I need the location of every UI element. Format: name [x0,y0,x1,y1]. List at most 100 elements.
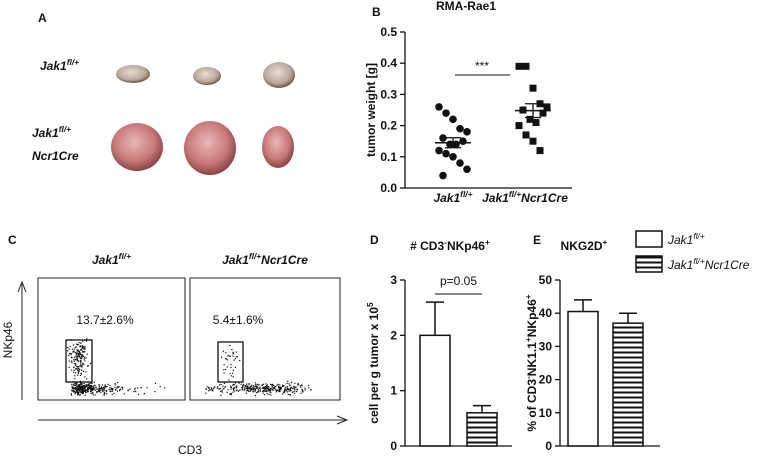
flow-event [67,350,69,352]
y-axis-label: cell per g tumor x 105 [365,302,381,424]
flow-event [283,390,286,392]
flow-event [266,384,268,386]
flow-event [77,355,79,357]
flow-event [288,388,290,390]
flow-event [268,390,270,392]
flow-event [255,392,257,394]
flow-event [285,390,287,392]
flow-event [77,371,79,373]
flow-event [81,345,83,347]
flow-event [110,389,112,391]
flow-event [251,384,253,386]
flow-event [119,389,121,391]
flow-event [273,388,275,390]
flow-event [75,355,77,357]
flow-event [104,389,106,391]
flow-event [263,390,265,392]
flow-event [92,387,94,390]
y-tick-label: 0.0 [380,181,397,195]
flow-event [76,388,78,391]
flow-event [83,385,85,387]
y-tick-label: 0.2 [380,119,397,133]
flow-event [76,368,78,370]
flow-event [283,391,286,393]
flow-event [271,387,273,389]
flow-event [231,349,233,351]
flow-event [77,388,80,390]
flow-event [88,386,90,388]
flow-event [288,383,290,385]
flow-event [77,394,79,396]
flow-event [122,388,124,390]
flow-event [276,389,278,391]
flow-event [234,390,236,392]
flow-event [226,359,229,361]
y-tick-label: 0 [390,439,397,453]
flow-event [115,389,117,391]
data-point [435,146,443,155]
flow-event [283,385,285,387]
flow-event [116,387,118,389]
flow-event [206,386,208,388]
flow-event [97,390,100,392]
text-part: # CD3 [410,239,444,253]
flow-event [101,389,103,391]
flow-event [86,388,88,390]
flow-event [77,354,79,356]
flow-event [73,369,75,371]
flow-event [233,389,235,391]
flow-event [77,384,79,386]
flow-plot-title: Jak1fl/+ [92,251,131,267]
flow-event [79,365,81,367]
flow-event [257,384,259,386]
flow-event [76,349,78,351]
flow-event [234,358,236,360]
chart-title: RMA-Rae1 [436,0,496,13]
flow-event [263,389,265,391]
flow-event [213,388,215,390]
flow-event [76,386,78,388]
flow-event [257,390,259,392]
flow-event [289,389,292,391]
flow-event [76,382,78,384]
flow-plot-title: Jak1fl/+Ncr1Cre [222,251,308,267]
flow-event [81,356,83,359]
flow-event [85,371,87,373]
flow-event [78,355,81,357]
flow-event [234,382,237,384]
flow-event [264,390,266,392]
flow-event [223,369,225,371]
flow-event [81,391,83,393]
flow-event [265,391,267,393]
flow-event [281,385,283,388]
flow-event [233,384,236,386]
text-part: NKG2D [561,239,603,253]
flow-event [84,385,86,387]
text-part: + [485,237,490,247]
flow-event [93,388,95,390]
flow-event [68,366,70,368]
flow-event [279,390,281,392]
flow-event [297,389,299,391]
flow-event [82,391,84,394]
flow-event [256,386,258,388]
flow-event [75,382,77,384]
flow-event [229,393,231,395]
flow-event [70,393,72,395]
flow-event [136,387,139,389]
y-tick-label: 1 [390,384,397,398]
flow-event [88,383,91,385]
y-tick-label: 0.3 [380,87,397,101]
flow-event [73,384,75,386]
flow-event [76,358,78,360]
flow-event [205,392,207,394]
flow-event [241,386,243,389]
flow-event [78,391,80,393]
flow-event [106,386,108,388]
flow-event [259,390,261,392]
flow-event [80,354,82,356]
flow-event [83,358,85,360]
flow-event [96,391,98,393]
flow-event [243,387,246,389]
flow-event [90,389,92,391]
